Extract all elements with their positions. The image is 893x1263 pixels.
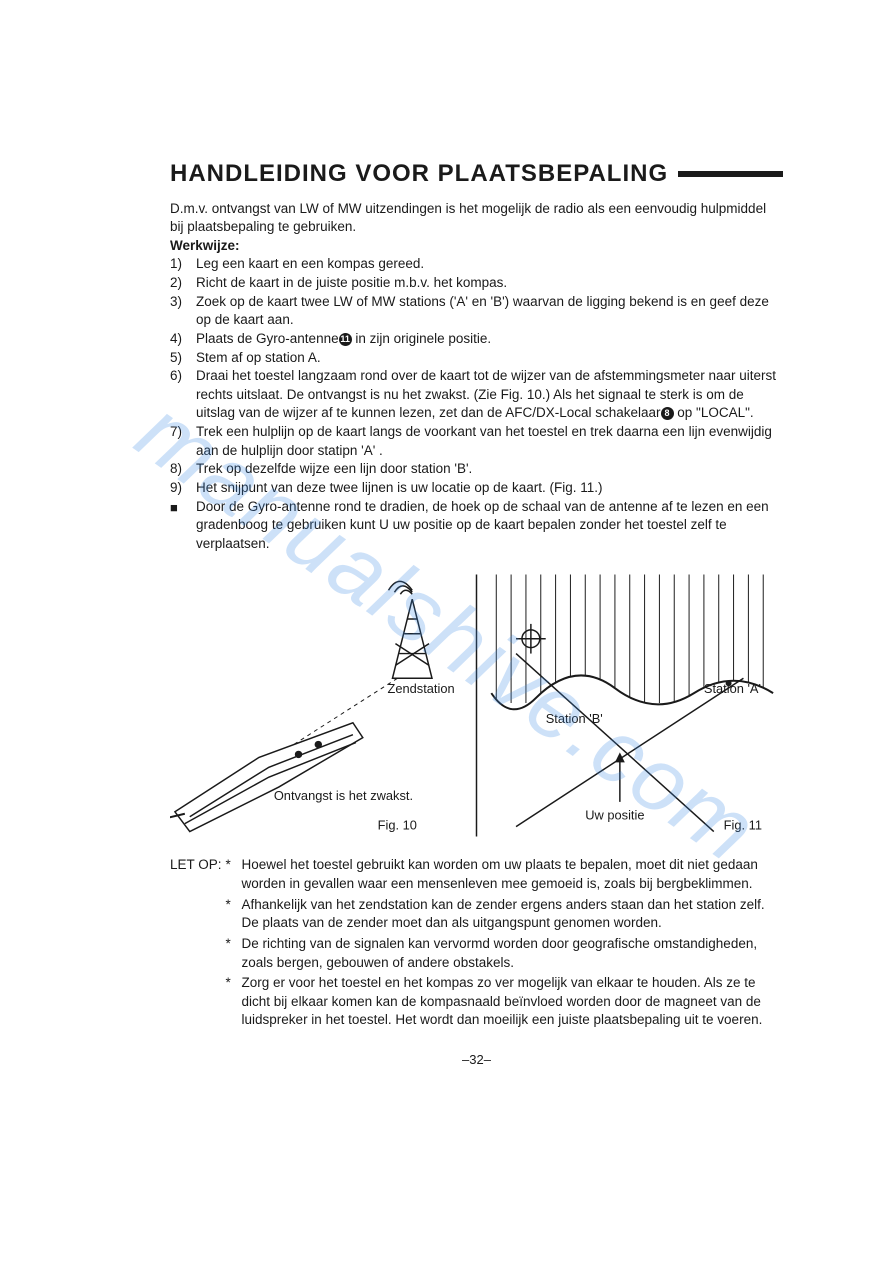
intro-text: D.m.v. ontvangst van LW of MW uitzending… <box>170 200 783 236</box>
fig11-uw-positie-label: Uw positie <box>585 808 644 823</box>
step-body: Plaats de Gyro-antenne11 in zijn origine… <box>196 330 783 349</box>
step: 7)Trek een hulplijn op de kaart langs de… <box>170 423 783 460</box>
letop-text: Zorg er voor het toestel en het kompas z… <box>242 974 783 1030</box>
fig11: Station 'A' Station 'B' Uw positie Fig. … <box>491 575 773 833</box>
letop-items: *Hoewel het toestel gebruikt kan worden … <box>226 856 783 1032</box>
fig10-ontvangst-label: Ontvangst is het zwakst. <box>274 788 413 803</box>
step-text-post: op "LOCAL". <box>674 405 754 420</box>
figures: Zendstation Ontvangst is het zwakst. Fig… <box>170 563 783 843</box>
letop-item: *De richting van de signalen kan vervorm… <box>226 935 783 972</box>
fig11-station-a-label: Station 'A' <box>704 682 761 697</box>
circled-number-icon: 11 <box>339 333 352 346</box>
step-num: 6) <box>170 367 190 423</box>
step-body: Leg een kaart en een kompas gereed. <box>196 255 783 274</box>
step-list: 1) Leg een kaart en een kompas gereed. 2)… <box>170 255 783 553</box>
letop-item: *Zorg er voor het toestel en het kompas … <box>226 974 783 1030</box>
step-num: 3) <box>170 293 190 330</box>
step: 4) Plaats de Gyro-antenne11 in zijn origi… <box>170 330 783 349</box>
step-num: 2) <box>170 274 190 293</box>
letop-block: LET OP: *Hoewel het toestel gebruikt kan… <box>170 856 783 1032</box>
step-body: Stem af op station A. <box>196 349 783 368</box>
circled-number-icon: 8 <box>661 407 674 420</box>
page-title: HANDLEIDING VOOR PLAATSBEPALING <box>170 160 668 188</box>
fig10-caption: Fig. 10 <box>378 818 417 833</box>
fig11-station-b-label: Station 'B' <box>546 711 603 726</box>
letop-text: Afhankelijk van het zendstation kan de z… <box>242 896 783 933</box>
square-bullet-icon: ■ <box>170 498 190 554</box>
page-number: –32– <box>170 1052 783 1067</box>
letop-item: *Hoewel het toestel gebruikt kan worden … <box>226 856 783 893</box>
step-body: Richt de kaart in de juiste positie m.b.… <box>196 274 783 293</box>
step-note: ■Door de Gyro-antenne rond te dradien, d… <box>170 498 783 554</box>
step: 5) Stem af op station A. <box>170 349 783 368</box>
title-row: HANDLEIDING VOOR PLAATSBEPALING <box>170 160 783 188</box>
fig10: Zendstation Ontvangst is het zwakst. Fig… <box>170 582 455 833</box>
step: 2) Richt de kaart in de juiste positie m.… <box>170 274 783 293</box>
step-num: 8) <box>170 460 190 479</box>
step-num: 4) <box>170 330 190 349</box>
title-rule <box>678 171 783 177</box>
step: 1) Leg een kaart en een kompas gereed. <box>170 255 783 274</box>
step-num: 5) <box>170 349 190 368</box>
step-text-post: in zijn originele positie. <box>352 331 492 346</box>
step: 8) Trek op dezelfde wijze een lijn door s… <box>170 460 783 479</box>
letop-item: *Afhankelijk van het zendstation kan de … <box>226 896 783 933</box>
asterisk-icon: * <box>226 896 236 933</box>
step-body: Draai het toestel langzaam rond over de … <box>196 367 783 423</box>
letop-label: LET OP: <box>170 856 226 1032</box>
page: manualshive.com HANDLEIDING VOOR PLAATSB… <box>0 0 893 1263</box>
fig11-caption: Fig. 11 <box>724 818 762 833</box>
step-body: Zoek op de kaart twee LW of MW stations … <box>196 293 783 330</box>
werkwijze-label: Werkwijze: <box>170 238 783 253</box>
asterisk-icon: * <box>226 974 236 1030</box>
step-body: Trek een hulplijn op de kaart langs de v… <box>196 423 783 460</box>
step-body: Trek op dezelfde wijze een lijn door sta… <box>196 460 783 479</box>
step-num: 1) <box>170 255 190 274</box>
step: 6)Draai het toestel langzaam rond over d… <box>170 367 783 423</box>
asterisk-icon: * <box>226 856 236 893</box>
step: 9) Het snijpunt van deze twee lijnen is u… <box>170 479 783 498</box>
step: 3)Zoek op de kaart twee LW of MW station… <box>170 293 783 330</box>
note-body: Door de Gyro-antenne rond te dradien, de… <box>196 498 783 554</box>
step-text-pre: Plaats de Gyro-antenne <box>196 331 339 346</box>
letop-text: Hoewel het toestel gebruikt kan worden o… <box>242 856 783 893</box>
step-body: Het snijpunt van deze twee lijnen is uw … <box>196 479 783 498</box>
letop-text: De richting van de signalen kan vervormd… <box>242 935 783 972</box>
step-num: 7) <box>170 423 190 460</box>
fig10-zendstation-label: Zendstation <box>388 682 455 697</box>
asterisk-icon: * <box>226 935 236 972</box>
step-num: 9) <box>170 479 190 498</box>
